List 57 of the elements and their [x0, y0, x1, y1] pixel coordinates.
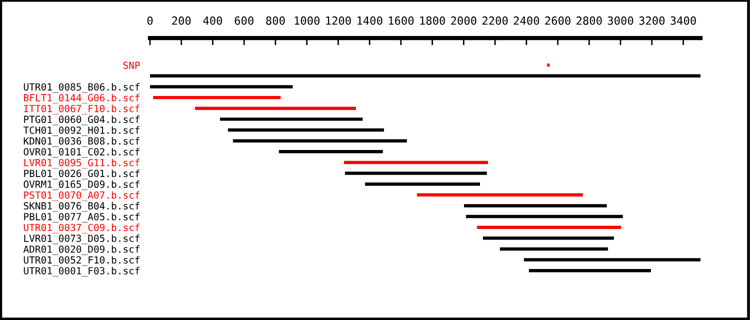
x-tick-label: 1200 — [326, 16, 351, 25]
x-tick-label: 3000 — [608, 16, 634, 25]
bar — [547, 63, 550, 67]
x-tick-label: 2800 — [576, 16, 602, 25]
bar — [228, 128, 384, 132]
y-tick-label: UTR01_0037_C09.b.scf — [24, 224, 140, 234]
bar — [477, 226, 621, 229]
bar — [278, 150, 383, 154]
bar — [153, 96, 281, 100]
y-tick-label: PTG01_0060_G04.b.scf — [24, 115, 140, 126]
x-tick-label: 600 — [234, 16, 254, 25]
bar — [524, 258, 700, 262]
y-tick-label: KDN01_0036_B08.b.scf — [24, 137, 140, 147]
bar — [500, 247, 608, 251]
bar — [416, 193, 583, 197]
bar — [150, 85, 293, 88]
bar — [150, 74, 700, 78]
bar — [220, 118, 363, 121]
bar — [482, 236, 614, 240]
x-tick-label: 1600 — [388, 16, 414, 25]
x-tick-label: 3400 — [670, 16, 696, 25]
y-tick-label: BFLT1_0144_G06.b.scf — [24, 94, 140, 104]
x-tick-label: 0 — [147, 16, 153, 25]
bar — [528, 268, 651, 272]
x-tick-label: 800 — [266, 16, 285, 25]
x-tick-label: 2200 — [482, 16, 508, 25]
x-tick-label: 2600 — [545, 16, 570, 25]
x-tick-label: 3200 — [639, 16, 665, 25]
y-tick-label: OVRM1_0165_D09.b.scf — [24, 180, 140, 190]
bar — [195, 106, 356, 110]
x-tick-label: 1400 — [358, 16, 382, 25]
y-tick-label: LVR01_0095_G11.b.scf — [24, 158, 140, 168]
x-tick-label: 400 — [203, 16, 222, 25]
y-tick-label: SKNB1_0076_B04.b.scf — [24, 202, 140, 212]
x-tick-label: 1000 — [294, 16, 320, 25]
x-tick-label: 2400 — [514, 16, 540, 25]
bar — [464, 204, 607, 208]
y-tick-label: SNP — [123, 62, 140, 69]
bar — [365, 182, 480, 186]
bar — [232, 139, 407, 142]
y-tick-label: PST01_0070_A07.b.scf — [24, 191, 140, 201]
bar — [344, 160, 488, 164]
bar — [344, 172, 487, 175]
y-tick-label: UTR01_0052_F10.b.scf — [24, 256, 140, 266]
y-tick-label: UTR01_0001_F03.b.scf — [24, 266, 140, 277]
y-tick-label: PBL01_0026_G01.b.scf — [24, 170, 140, 180]
y-tick-label: TCH01_0092_H01.b.scf — [23, 126, 140, 136]
y-tick-label: ADR01_0020_D09.b.scf — [23, 245, 140, 255]
x-tick-label: 1800 — [420, 16, 445, 25]
bar — [466, 214, 623, 218]
x-tick-label: 2000 — [451, 16, 476, 25]
y-tick-label: UTR01_0085_B06.b.scf — [24, 83, 140, 93]
y-tick-label: PBL01_0077_A05.b.scf — [24, 212, 140, 223]
y-tick-label: LVR01_0073_D05.b.scf — [24, 234, 140, 244]
y-tick-label: OVR01_0101_C02.b.scf — [24, 148, 140, 158]
x-tick-label: 200 — [172, 16, 191, 25]
y-tick-label: ITT01_0067_F10.b.scf — [24, 104, 140, 114]
